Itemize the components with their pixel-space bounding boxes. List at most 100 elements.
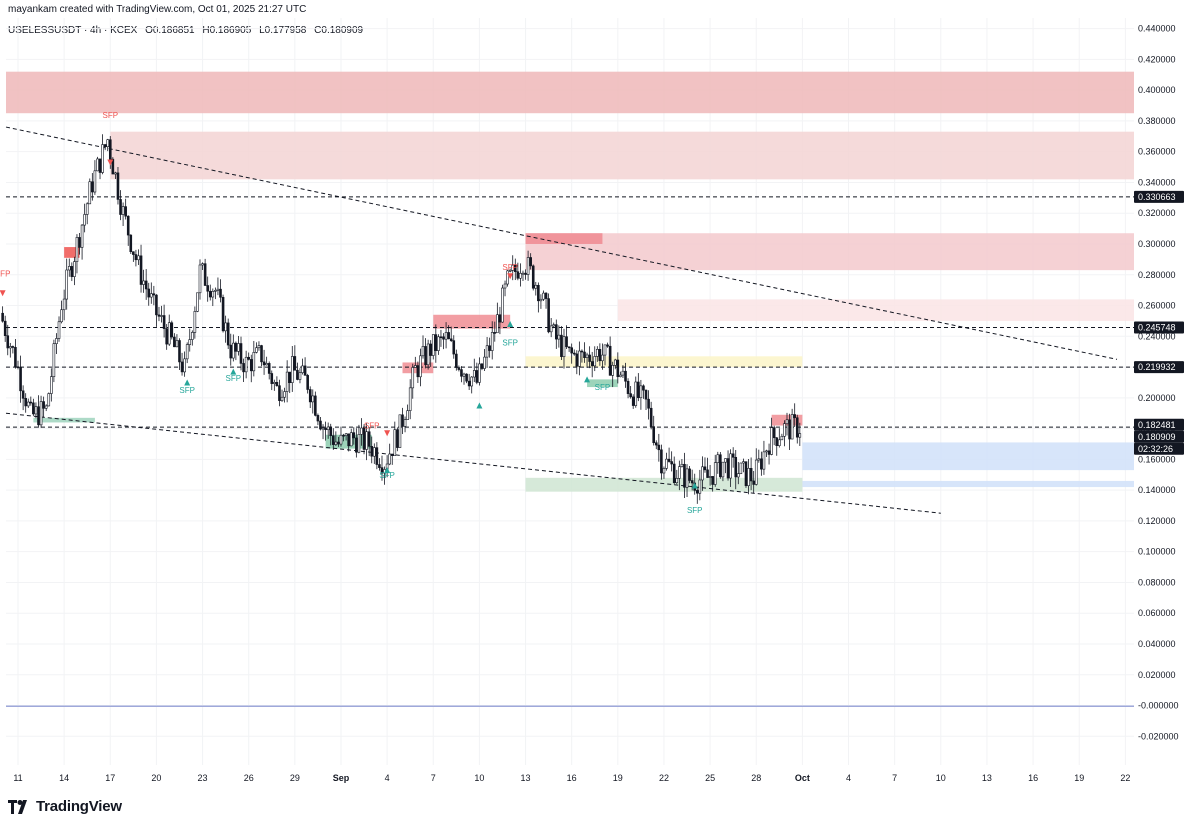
x-tick-label: 17 <box>105 773 115 783</box>
candle-bull <box>437 336 440 351</box>
bull-marker <box>584 376 591 383</box>
zone-resistance-2 <box>110 131 1134 180</box>
sfp-label: SFP <box>0 269 10 278</box>
x-tick-label: 22 <box>659 773 669 783</box>
candle-bear <box>429 343 432 356</box>
candle-bull <box>191 332 194 340</box>
candle-bear <box>488 345 491 351</box>
sfp-label: SFP <box>502 263 518 272</box>
candle-bear <box>667 458 671 462</box>
candle-bull <box>739 462 743 474</box>
candle-bear <box>165 328 168 345</box>
trendlines <box>5 126 1118 514</box>
candle-bear <box>734 456 738 478</box>
candle-bull <box>754 459 758 485</box>
candle-bear <box>752 480 755 485</box>
bull-marker <box>476 402 483 409</box>
candle-bull <box>419 355 422 378</box>
candle-bull <box>701 466 704 481</box>
bull-marker <box>691 482 698 489</box>
ohlc-close: C0.180909 <box>314 25 364 36</box>
y-tick-label: 0.200000 <box>1138 393 1176 403</box>
candle-bear <box>203 263 207 286</box>
candle-bear <box>249 359 253 372</box>
x-tick-label: Sep <box>333 773 350 783</box>
candle-bear <box>132 251 135 255</box>
candle-bear <box>672 463 676 484</box>
candle-bull <box>96 158 99 172</box>
x-axis: 11 14 17 20 23 26 29 Sep 4 7 10 13 16 19 22 25 28 Oct 4 7 10… <box>13 773 1130 783</box>
candle-bull <box>321 427 325 430</box>
candle-bull <box>411 367 415 389</box>
x-tick-label: 10 <box>936 773 946 783</box>
candle-bull <box>244 356 248 373</box>
candle-bear <box>116 172 120 200</box>
candle-bull <box>62 298 66 311</box>
candle-bear <box>690 480 694 484</box>
candle-bear <box>624 370 627 382</box>
candle-bear <box>547 298 550 333</box>
candle-bear <box>296 369 299 380</box>
candle-bear <box>390 453 394 456</box>
zone-support-blue-thin <box>802 480 1134 488</box>
grid-lines <box>6 18 1134 765</box>
x-tick-label: 25 <box>705 773 715 783</box>
x-tick-label: 13 <box>521 773 531 783</box>
candle-bull <box>360 427 363 435</box>
candle-bull <box>88 181 92 205</box>
candle-bear <box>219 288 222 298</box>
bull-marker <box>384 467 391 474</box>
candle-bull <box>511 264 515 271</box>
candle-bull <box>729 453 732 479</box>
candle-bear <box>726 458 730 479</box>
candle-bear <box>129 234 133 252</box>
y-tick-label: 0.120000 <box>1138 516 1176 526</box>
candle-bull <box>232 342 235 359</box>
candle-bear <box>449 338 453 341</box>
candle-bear <box>452 340 456 355</box>
tradingview-brand: TradingView <box>8 798 122 815</box>
candle-bear <box>544 292 548 299</box>
candle-bull <box>685 468 689 488</box>
candle-bear <box>560 334 563 357</box>
candle-bear <box>565 336 568 348</box>
x-tick-label: 20 <box>151 773 161 783</box>
candle-bear <box>337 441 340 445</box>
price-label-bg <box>1134 418 1184 431</box>
bear-marker <box>384 430 391 437</box>
bull-marker <box>507 320 514 327</box>
candle-bull <box>175 340 179 348</box>
tradingview-logo-icon <box>8 799 27 814</box>
candle-bull <box>365 431 368 450</box>
candle-bull <box>75 237 79 262</box>
candle-bull <box>121 206 125 215</box>
tradingview-wordmark: TradingView <box>36 798 122 815</box>
candle-bull <box>183 358 186 373</box>
candle-bull <box>485 345 489 358</box>
candle-bear <box>329 426 333 437</box>
bull-marker <box>230 368 237 375</box>
price-chart[interactable]: SFPSFPSFPSFPSFPSFPSFPSFPSFPSFP0.4400000.… <box>0 0 1199 790</box>
candle-bear <box>355 437 358 453</box>
y-tick-label: 0.300000 <box>1138 239 1176 249</box>
sfp-label: SFP <box>379 471 395 480</box>
y-tick-label: 0.140000 <box>1138 485 1176 495</box>
candle-bear <box>262 361 266 366</box>
candle-bear <box>314 395 317 416</box>
candle-bull <box>67 266 71 271</box>
candle-bear <box>247 356 250 360</box>
price-label-bg <box>1134 321 1184 334</box>
price-label: 0.330663 <box>1138 192 1176 202</box>
candle-bull <box>770 427 773 455</box>
candle-bear <box>703 466 707 471</box>
candle-bull <box>603 344 607 356</box>
symbol-name[interactable]: USELESSUSDT · 4h · KCEX <box>8 25 138 36</box>
candle-bear <box>331 435 335 445</box>
candle-bear <box>229 344 233 359</box>
candle-bear <box>647 398 650 409</box>
candle-bear <box>788 419 791 440</box>
candle-bull <box>193 311 197 333</box>
candle-bear <box>629 393 632 398</box>
candle-bear <box>206 285 209 292</box>
candle-bull <box>160 315 163 317</box>
